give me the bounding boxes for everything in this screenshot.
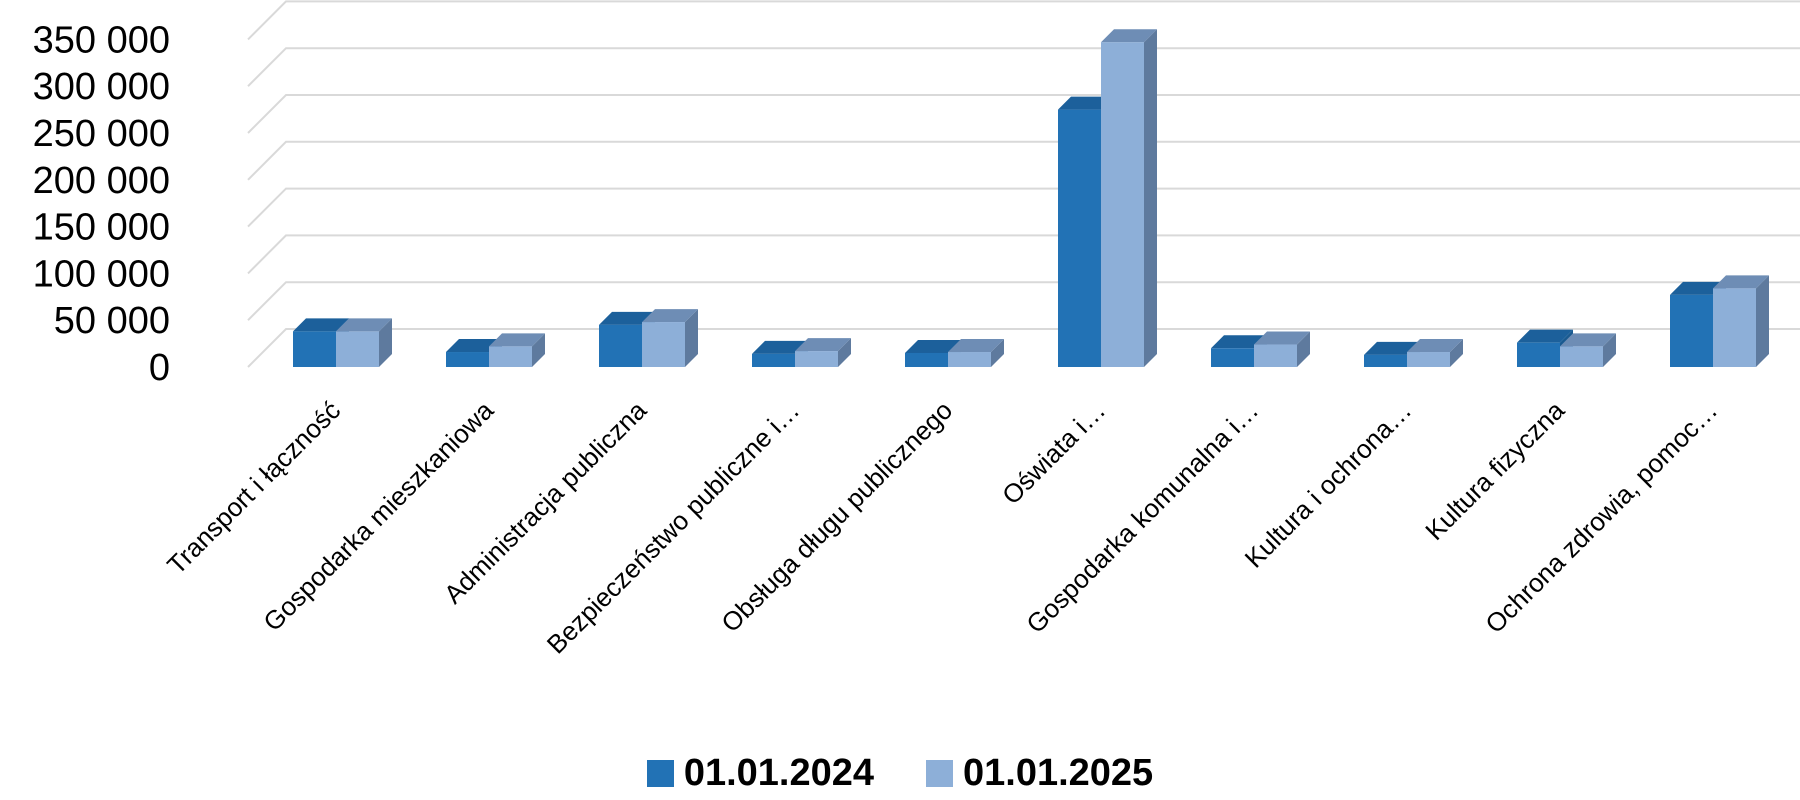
bar-top [1364, 341, 1420, 355]
bar-front [293, 331, 336, 367]
bar-front [1670, 294, 1713, 367]
bar-front [1713, 288, 1756, 367]
bar-front [336, 331, 379, 367]
bar-top [1101, 29, 1157, 43]
legend-label-series-2: 01.01.2025 [963, 752, 1154, 794]
gridline [247, 187, 1800, 228]
y-tick-label: 0 [149, 347, 170, 389]
bar-front [1254, 344, 1297, 367]
bar-top [599, 311, 655, 325]
bar-side [991, 339, 1004, 367]
bar-top [336, 318, 392, 332]
bar-front [1517, 342, 1560, 367]
y-tick-label: 250 000 [33, 113, 170, 155]
legend-item-series-2[interactable]: 01.01.2025 [926, 752, 1153, 795]
bar-front [1101, 42, 1144, 367]
bar-side [1450, 339, 1463, 367]
bar-3-series-2[interactable] [795, 338, 851, 367]
bar-top [795, 338, 851, 352]
bar-side [379, 318, 392, 367]
bars [293, 29, 1769, 367]
bar-front [905, 352, 948, 367]
bar-front [1058, 109, 1101, 367]
bar-front [1560, 346, 1603, 367]
gridlines [247, 0, 1800, 368]
bar-front [599, 324, 642, 367]
bar-2-series-2[interactable] [642, 309, 698, 367]
legend-swatch-series-1 [646, 760, 674, 787]
bar-front [1407, 352, 1450, 367]
bar-top [1407, 339, 1463, 353]
gridline [247, 0, 1800, 41]
bar-side [838, 338, 851, 367]
bar-side [532, 333, 545, 367]
bar-front [489, 346, 532, 367]
gridline [247, 47, 1800, 87]
bar-side [1144, 29, 1157, 367]
bar-5-series-2[interactable] [1101, 29, 1157, 367]
y-tick-label: 200 000 [33, 160, 170, 202]
x-category-label: Bezpieczeństwo publiczne i… [541, 395, 805, 659]
legend-item-series-1[interactable]: 01.01.2024 [646, 752, 874, 795]
bar-side [1297, 331, 1310, 367]
gridline [247, 140, 1800, 181]
bar-top [1058, 96, 1114, 110]
bar-top [905, 339, 961, 353]
y-tick-label: 100 000 [33, 253, 170, 295]
bar-front [752, 353, 795, 367]
bar-top [1517, 329, 1573, 343]
gridline [247, 234, 1800, 275]
bar-8-series-2[interactable] [1560, 333, 1616, 367]
y-tick-label: 150 000 [33, 207, 170, 249]
y-tick-label: 50 000 [54, 300, 170, 342]
x-category-label: Oświata i… [996, 395, 1111, 510]
bar-7-series-2[interactable] [1407, 339, 1463, 367]
bar-front [642, 322, 685, 367]
x-category-label: Kultura fizyczna [1419, 395, 1570, 546]
bar-front [1364, 354, 1407, 367]
bar-top [293, 318, 349, 332]
bar-top [1211, 335, 1267, 349]
bar-front [1211, 348, 1254, 367]
bar-top [752, 340, 808, 354]
y-tick-label: 300 000 [33, 66, 170, 108]
bar-top [948, 339, 1004, 353]
gridline [247, 281, 1800, 321]
bar-front [948, 352, 991, 367]
x-category-label: Transport i łączność [161, 395, 346, 580]
gridline [247, 328, 1800, 368]
bar-top [1670, 281, 1726, 295]
bar-top [642, 309, 698, 323]
legend: 01.01.2024 01.01.2025 [0, 752, 1800, 795]
x-category-label: Kultura i ochrona… [1239, 395, 1418, 574]
bar-0-series-2[interactable] [336, 318, 392, 367]
y-tick-label: 350 000 [33, 19, 170, 61]
bar-4-series-2[interactable] [948, 339, 1004, 367]
bar-front [795, 351, 838, 367]
bar-top [489, 333, 545, 347]
bar-top [1254, 331, 1310, 345]
bar-9-series-2[interactable] [1713, 275, 1769, 367]
bar-side [685, 309, 698, 367]
legend-label-series-1: 01.01.2024 [683, 752, 874, 794]
bar-side [1603, 333, 1616, 367]
bar-top [446, 339, 502, 353]
gridline [247, 94, 1800, 134]
bar-front [446, 352, 489, 367]
bar-6-series-2[interactable] [1254, 331, 1310, 367]
bar-side [1756, 275, 1769, 367]
bar-1-series-2[interactable] [489, 333, 545, 367]
legend-swatch-series-2 [926, 760, 953, 787]
bar-top [1713, 275, 1769, 289]
bar-3-series-1[interactable] [752, 340, 808, 367]
bar-top [1560, 333, 1616, 347]
